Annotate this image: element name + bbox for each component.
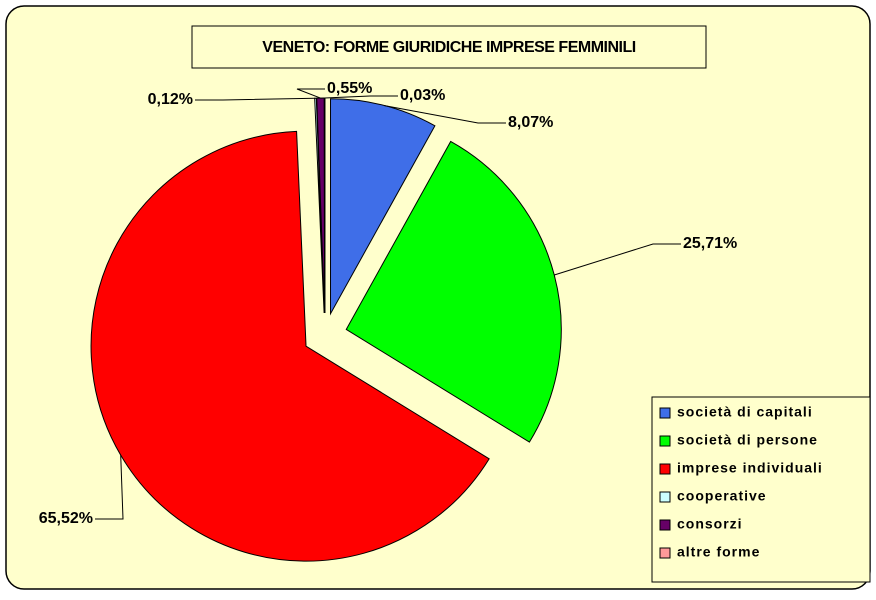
- legend-label: cooperative: [677, 488, 767, 504]
- legend-swatch: [660, 408, 670, 418]
- chart-title: VENETO: FORME GIURIDICHE IMPRESE FEMMINI…: [262, 39, 635, 56]
- legend-label: consorzi: [677, 516, 743, 532]
- legend-label: società di capitali: [677, 404, 813, 420]
- data-label: 0,55%: [327, 80, 372, 97]
- legend-swatch: [660, 492, 670, 502]
- data-label: 8,07%: [508, 114, 553, 131]
- data-label: 65,52%: [39, 510, 93, 527]
- legend-swatch: [660, 520, 670, 530]
- legend-label: altre forme: [677, 544, 760, 560]
- legend-label: società di persone: [677, 432, 818, 448]
- legend-swatch: [660, 464, 670, 474]
- legend-label: imprese individuali: [677, 460, 823, 476]
- data-label: 0,03%: [400, 87, 445, 104]
- legend-swatch: [660, 436, 670, 446]
- data-label: 0,12%: [148, 91, 193, 108]
- data-label: 25,71%: [683, 235, 737, 252]
- legend-swatch: [660, 548, 670, 558]
